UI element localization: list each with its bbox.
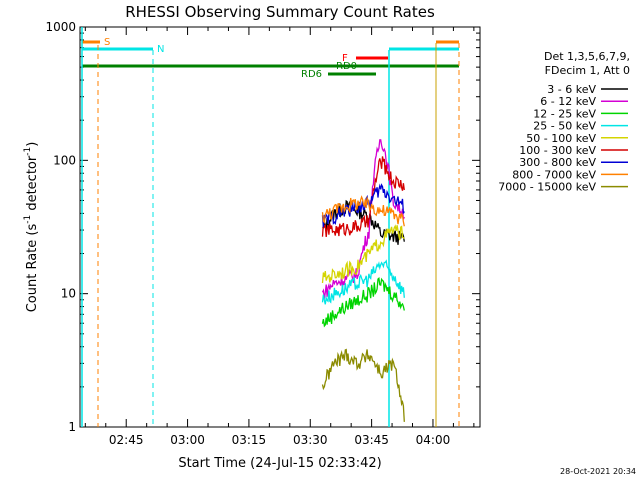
chart-title: RHESSI Observing Summary Count Rates xyxy=(125,3,435,21)
flag-n-label: N xyxy=(157,44,164,55)
x-tick-label: 03:00 xyxy=(170,433,205,447)
legend-label: 25 - 50 keV xyxy=(533,120,596,133)
y-tick-label: 100 xyxy=(53,153,76,167)
series-line-4 xyxy=(321,259,405,305)
legend-label: 6 - 12 keV xyxy=(540,95,596,108)
legend-label: 12 - 25 keV xyxy=(533,107,596,120)
x-axis-label: Start Time (24-Jul-15 02:33:42) xyxy=(178,456,381,471)
y-tick-label: 10 xyxy=(61,287,76,301)
legend-label: 3 - 6 keV xyxy=(547,83,596,96)
y-tick-label: 1 xyxy=(68,420,76,434)
y-axis-ticks: 1 10 100 1000 xyxy=(45,20,480,434)
series-line-5 xyxy=(321,224,405,284)
time-markers xyxy=(81,27,460,427)
series-line-7 xyxy=(321,183,405,228)
legend-label: 800 - 7000 keV xyxy=(512,168,596,181)
legend-label: 300 - 800 keV xyxy=(519,156,596,169)
legend-label: 100 - 300 keV xyxy=(519,144,596,157)
legend-label: 7000 - 15000 keV xyxy=(498,181,596,194)
series-line-6 xyxy=(321,156,405,237)
series-line-8 xyxy=(321,195,405,227)
flag-rd0-label: RD0 xyxy=(336,61,357,72)
series-line-9 xyxy=(321,348,405,422)
flag-f-label: F xyxy=(342,53,348,64)
flag-s-label: S xyxy=(104,37,110,48)
x-tick-label: 04:00 xyxy=(416,433,451,447)
x-tick-label: 03:45 xyxy=(354,433,389,447)
legend-header-1: Det 1,3,5,6,7,9, xyxy=(544,50,630,63)
flag-rd6-label: RD6 xyxy=(301,69,322,80)
state-flags: S N RD0 RD6 F xyxy=(82,37,459,80)
series-lines xyxy=(321,139,405,422)
x-tick-label: 02:45 xyxy=(109,433,144,447)
x-tick-label: 03:30 xyxy=(293,433,328,447)
timestamp: 28-Oct-2021 20:34 xyxy=(560,467,636,476)
legend-label: 50 - 100 keV xyxy=(526,132,596,145)
y-tick-label: 1000 xyxy=(45,20,76,34)
series-line-3 xyxy=(321,277,405,328)
x-tick-label: 03:15 xyxy=(232,433,267,447)
plot-frame xyxy=(79,26,481,428)
x-axis-ticks: 02:45 03:00 03:15 03:30 03:45 04:00 xyxy=(84,27,475,447)
legend-header-2: FDecim 1, Att 0 xyxy=(545,64,630,77)
y-axis-label: Count Rate (s-1 detector-1) xyxy=(23,142,40,313)
